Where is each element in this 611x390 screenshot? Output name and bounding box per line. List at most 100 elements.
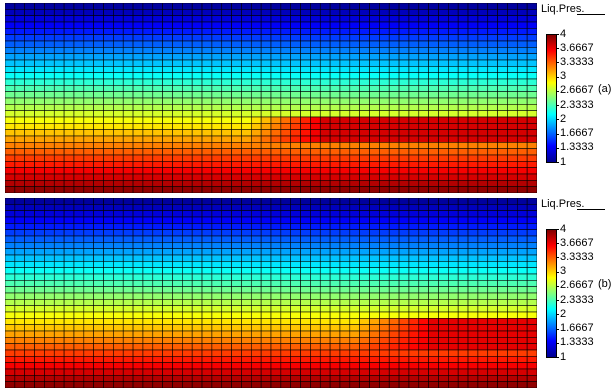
heatmap-cell xyxy=(516,280,528,287)
heatmap-cell xyxy=(113,186,124,193)
heatmap-cell xyxy=(290,85,301,92)
heatmap-cell xyxy=(467,129,479,137)
heatmap-cell xyxy=(221,198,232,205)
heatmap-cell xyxy=(300,154,311,162)
heatmap-cell xyxy=(467,229,479,237)
heatmap-cell xyxy=(467,3,479,10)
heatmap-cell xyxy=(93,47,104,54)
heatmap-cell xyxy=(260,267,272,275)
heatmap-cell xyxy=(73,154,85,162)
heatmap-cell xyxy=(507,324,518,332)
heatmap-cell xyxy=(359,123,370,130)
heatmap-cell xyxy=(408,173,420,181)
heatmap-cell xyxy=(53,210,65,218)
heatmap-cell xyxy=(241,330,252,338)
heatmap-cell xyxy=(408,167,420,175)
heatmap-cell xyxy=(369,78,380,86)
heatmap-cell xyxy=(497,40,508,48)
heatmap-cell xyxy=(93,343,104,351)
heatmap-cell xyxy=(507,110,518,118)
heatmap-cell xyxy=(487,104,498,111)
heatmap-cell xyxy=(300,330,311,338)
heatmap-cell xyxy=(221,273,232,281)
heatmap-cell xyxy=(359,40,370,48)
heatmap-cell xyxy=(14,248,26,256)
panel-label-b: (b) xyxy=(598,278,611,290)
heatmap-cell xyxy=(497,161,508,168)
heatmap-cell xyxy=(182,21,193,29)
heatmap-cell xyxy=(349,72,360,80)
heatmap-cell xyxy=(477,242,489,249)
heatmap-cell xyxy=(113,47,124,54)
heatmap-cell xyxy=(14,15,26,23)
heatmap-cell xyxy=(132,254,144,262)
heatmap-cell xyxy=(497,273,508,281)
heatmap-cell xyxy=(63,267,75,275)
heatmap-cell xyxy=(103,97,114,105)
heatmap-cell xyxy=(14,381,26,388)
heatmap-cell xyxy=(53,223,65,230)
heatmap-cell xyxy=(477,78,489,86)
heatmap-cell xyxy=(260,129,272,137)
heatmap-cell xyxy=(63,280,75,287)
heatmap-cell xyxy=(467,356,479,363)
heatmap-cell xyxy=(162,356,173,363)
heatmap-cell xyxy=(516,129,528,137)
heatmap-cell xyxy=(93,40,104,48)
heatmap-cell xyxy=(172,261,183,268)
heatmap-cell xyxy=(241,349,252,357)
heatmap-cell xyxy=(24,204,35,211)
heatmap-cell xyxy=(44,311,55,319)
heatmap-cell xyxy=(152,254,163,262)
heatmap-cell xyxy=(507,91,518,99)
heatmap-cell xyxy=(53,15,65,23)
heatmap-cell xyxy=(152,223,163,230)
heatmap-cell xyxy=(448,286,459,294)
heatmap-cell xyxy=(251,198,262,205)
heatmap-cell xyxy=(379,273,390,281)
heatmap-cell xyxy=(438,267,449,275)
heatmap-cell xyxy=(53,299,65,306)
heatmap-cell xyxy=(487,47,498,54)
heatmap-cell xyxy=(418,123,429,130)
heatmap-cell xyxy=(526,173,537,181)
heatmap-cell xyxy=(300,72,311,80)
heatmap-cell xyxy=(5,28,16,35)
heatmap-cell xyxy=(408,161,420,168)
heatmap-cell xyxy=(457,15,469,23)
heatmap-cell xyxy=(221,66,232,73)
heatmap-cell xyxy=(152,47,163,54)
heatmap-cell xyxy=(142,142,154,149)
heatmap-cell xyxy=(211,286,223,294)
heatmap-cell xyxy=(34,198,45,205)
heatmap-cell xyxy=(388,34,400,42)
heatmap-cell xyxy=(329,104,341,111)
heatmap-cell xyxy=(44,97,55,105)
heatmap-cell xyxy=(359,248,370,256)
heatmap-cell xyxy=(172,135,183,143)
heatmap-cell xyxy=(152,280,163,287)
heatmap-cell xyxy=(260,198,272,205)
heatmap-cell xyxy=(211,53,223,61)
heatmap-cell xyxy=(162,330,173,338)
heatmap-cell xyxy=(388,305,400,313)
heatmap-cell xyxy=(103,368,114,376)
heatmap-cell xyxy=(251,78,262,86)
heatmap-cell xyxy=(113,368,124,376)
heatmap-cell xyxy=(270,337,282,344)
heatmap-cell xyxy=(83,186,94,193)
heatmap-cell xyxy=(191,375,203,382)
heatmap-cell xyxy=(34,330,45,338)
heatmap-cell xyxy=(398,343,410,351)
heatmap-cell xyxy=(339,381,351,388)
heatmap-cell xyxy=(369,198,380,205)
heatmap-cell xyxy=(379,173,390,181)
heatmap-cell xyxy=(221,311,232,319)
heatmap-cell xyxy=(280,97,292,105)
heatmap-cell xyxy=(339,173,351,181)
heatmap-cell xyxy=(251,173,262,181)
legend-title-a: Liq.Pres. xyxy=(541,3,585,15)
heatmap-cell xyxy=(172,349,183,357)
heatmap-cell xyxy=(103,273,114,281)
heatmap-cell xyxy=(319,15,331,23)
